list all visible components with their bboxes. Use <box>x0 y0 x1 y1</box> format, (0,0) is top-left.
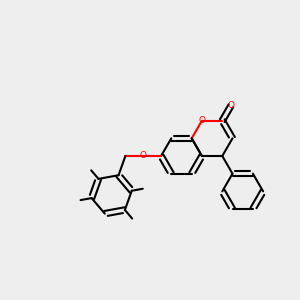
Text: O: O <box>227 101 235 110</box>
Text: O: O <box>198 116 206 125</box>
Text: O: O <box>139 152 146 160</box>
